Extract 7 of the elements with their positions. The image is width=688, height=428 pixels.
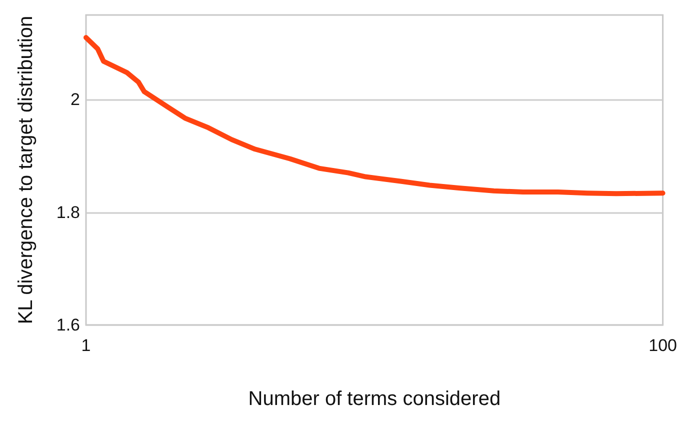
x-tick-label: 100 <box>648 336 678 355</box>
y-tick-label: 1.8 <box>56 202 80 222</box>
x-tick-label: 1 <box>81 336 91 355</box>
y-axis-title: KL divergence to target distribution <box>15 16 37 324</box>
y-tick-label: 2 <box>70 90 80 110</box>
x-axis-title: Number of terms considered <box>248 388 501 410</box>
y-tick-label: 1.6 <box>56 316 80 334</box>
